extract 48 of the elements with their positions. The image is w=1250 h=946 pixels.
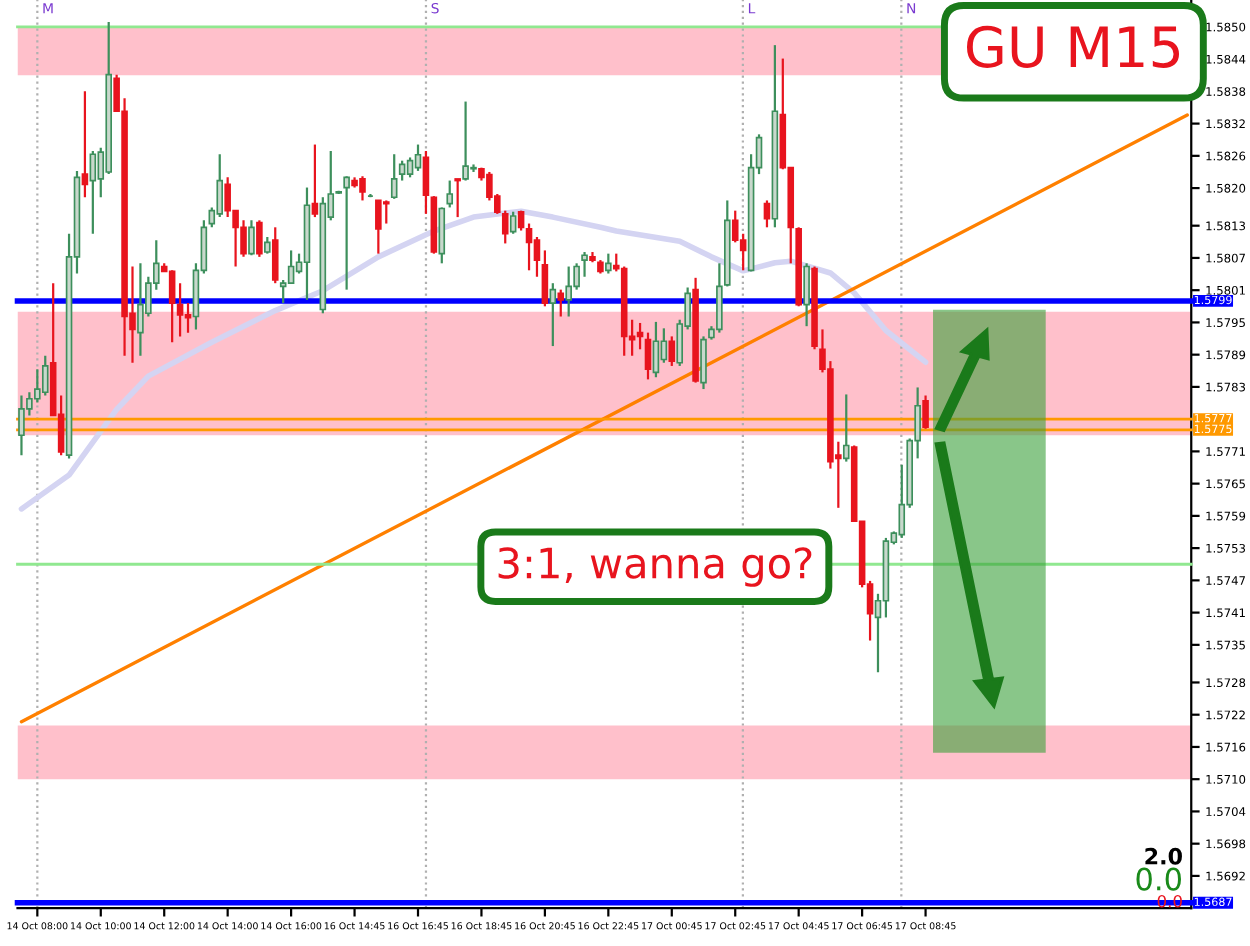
candlestick	[565, 265, 572, 318]
candlestick	[922, 394, 929, 430]
candlestick	[525, 222, 533, 272]
candlestick	[803, 262, 810, 328]
candlestick	[446, 179, 454, 209]
candlestick	[438, 206, 446, 265]
candlestick	[605, 252, 612, 275]
candlestick	[716, 262, 723, 334]
candlestick	[549, 282, 557, 348]
candlestick	[81, 90, 89, 199]
annotation: 0.0	[1136, 867, 1182, 891]
candlestick	[382, 199, 390, 225]
candlestick	[89, 149, 97, 235]
candlestick	[509, 210, 517, 235]
annotation: 3:1, wanna go?	[498, 547, 812, 587]
annotation: 2.0	[1145, 847, 1182, 865]
candlestick	[184, 301, 192, 334]
candlestick	[18, 394, 25, 457]
candlestick	[533, 235, 541, 278]
candlestick	[256, 219, 263, 258]
candlestick	[422, 149, 430, 215]
candlestick	[644, 331, 652, 381]
candlestick	[454, 177, 461, 219]
candlestick	[842, 393, 850, 463]
line-series	[18, 208, 929, 512]
candlestick	[414, 143, 422, 172]
candlestick	[176, 282, 184, 338]
candlestick	[390, 153, 398, 200]
candlestick	[287, 249, 295, 285]
candlestick	[137, 262, 144, 357]
candlestick	[541, 249, 549, 308]
candlestick	[652, 320, 660, 379]
candlestick	[41, 354, 49, 397]
candlestick	[311, 143, 319, 219]
candlestick	[462, 100, 469, 182]
annotation: GU M15	[967, 25, 1180, 68]
candlestick	[343, 175, 350, 291]
candlestick	[763, 199, 771, 229]
candlestick	[271, 226, 279, 285]
candlestick	[168, 269, 176, 344]
candlestick	[216, 153, 224, 219]
candlestick	[248, 219, 255, 257]
candlestick	[359, 175, 366, 202]
candlestick	[668, 335, 676, 368]
candlestick	[636, 321, 644, 351]
candlestick	[557, 288, 565, 318]
candlestick	[375, 199, 382, 255]
candlestick	[406, 156, 414, 179]
